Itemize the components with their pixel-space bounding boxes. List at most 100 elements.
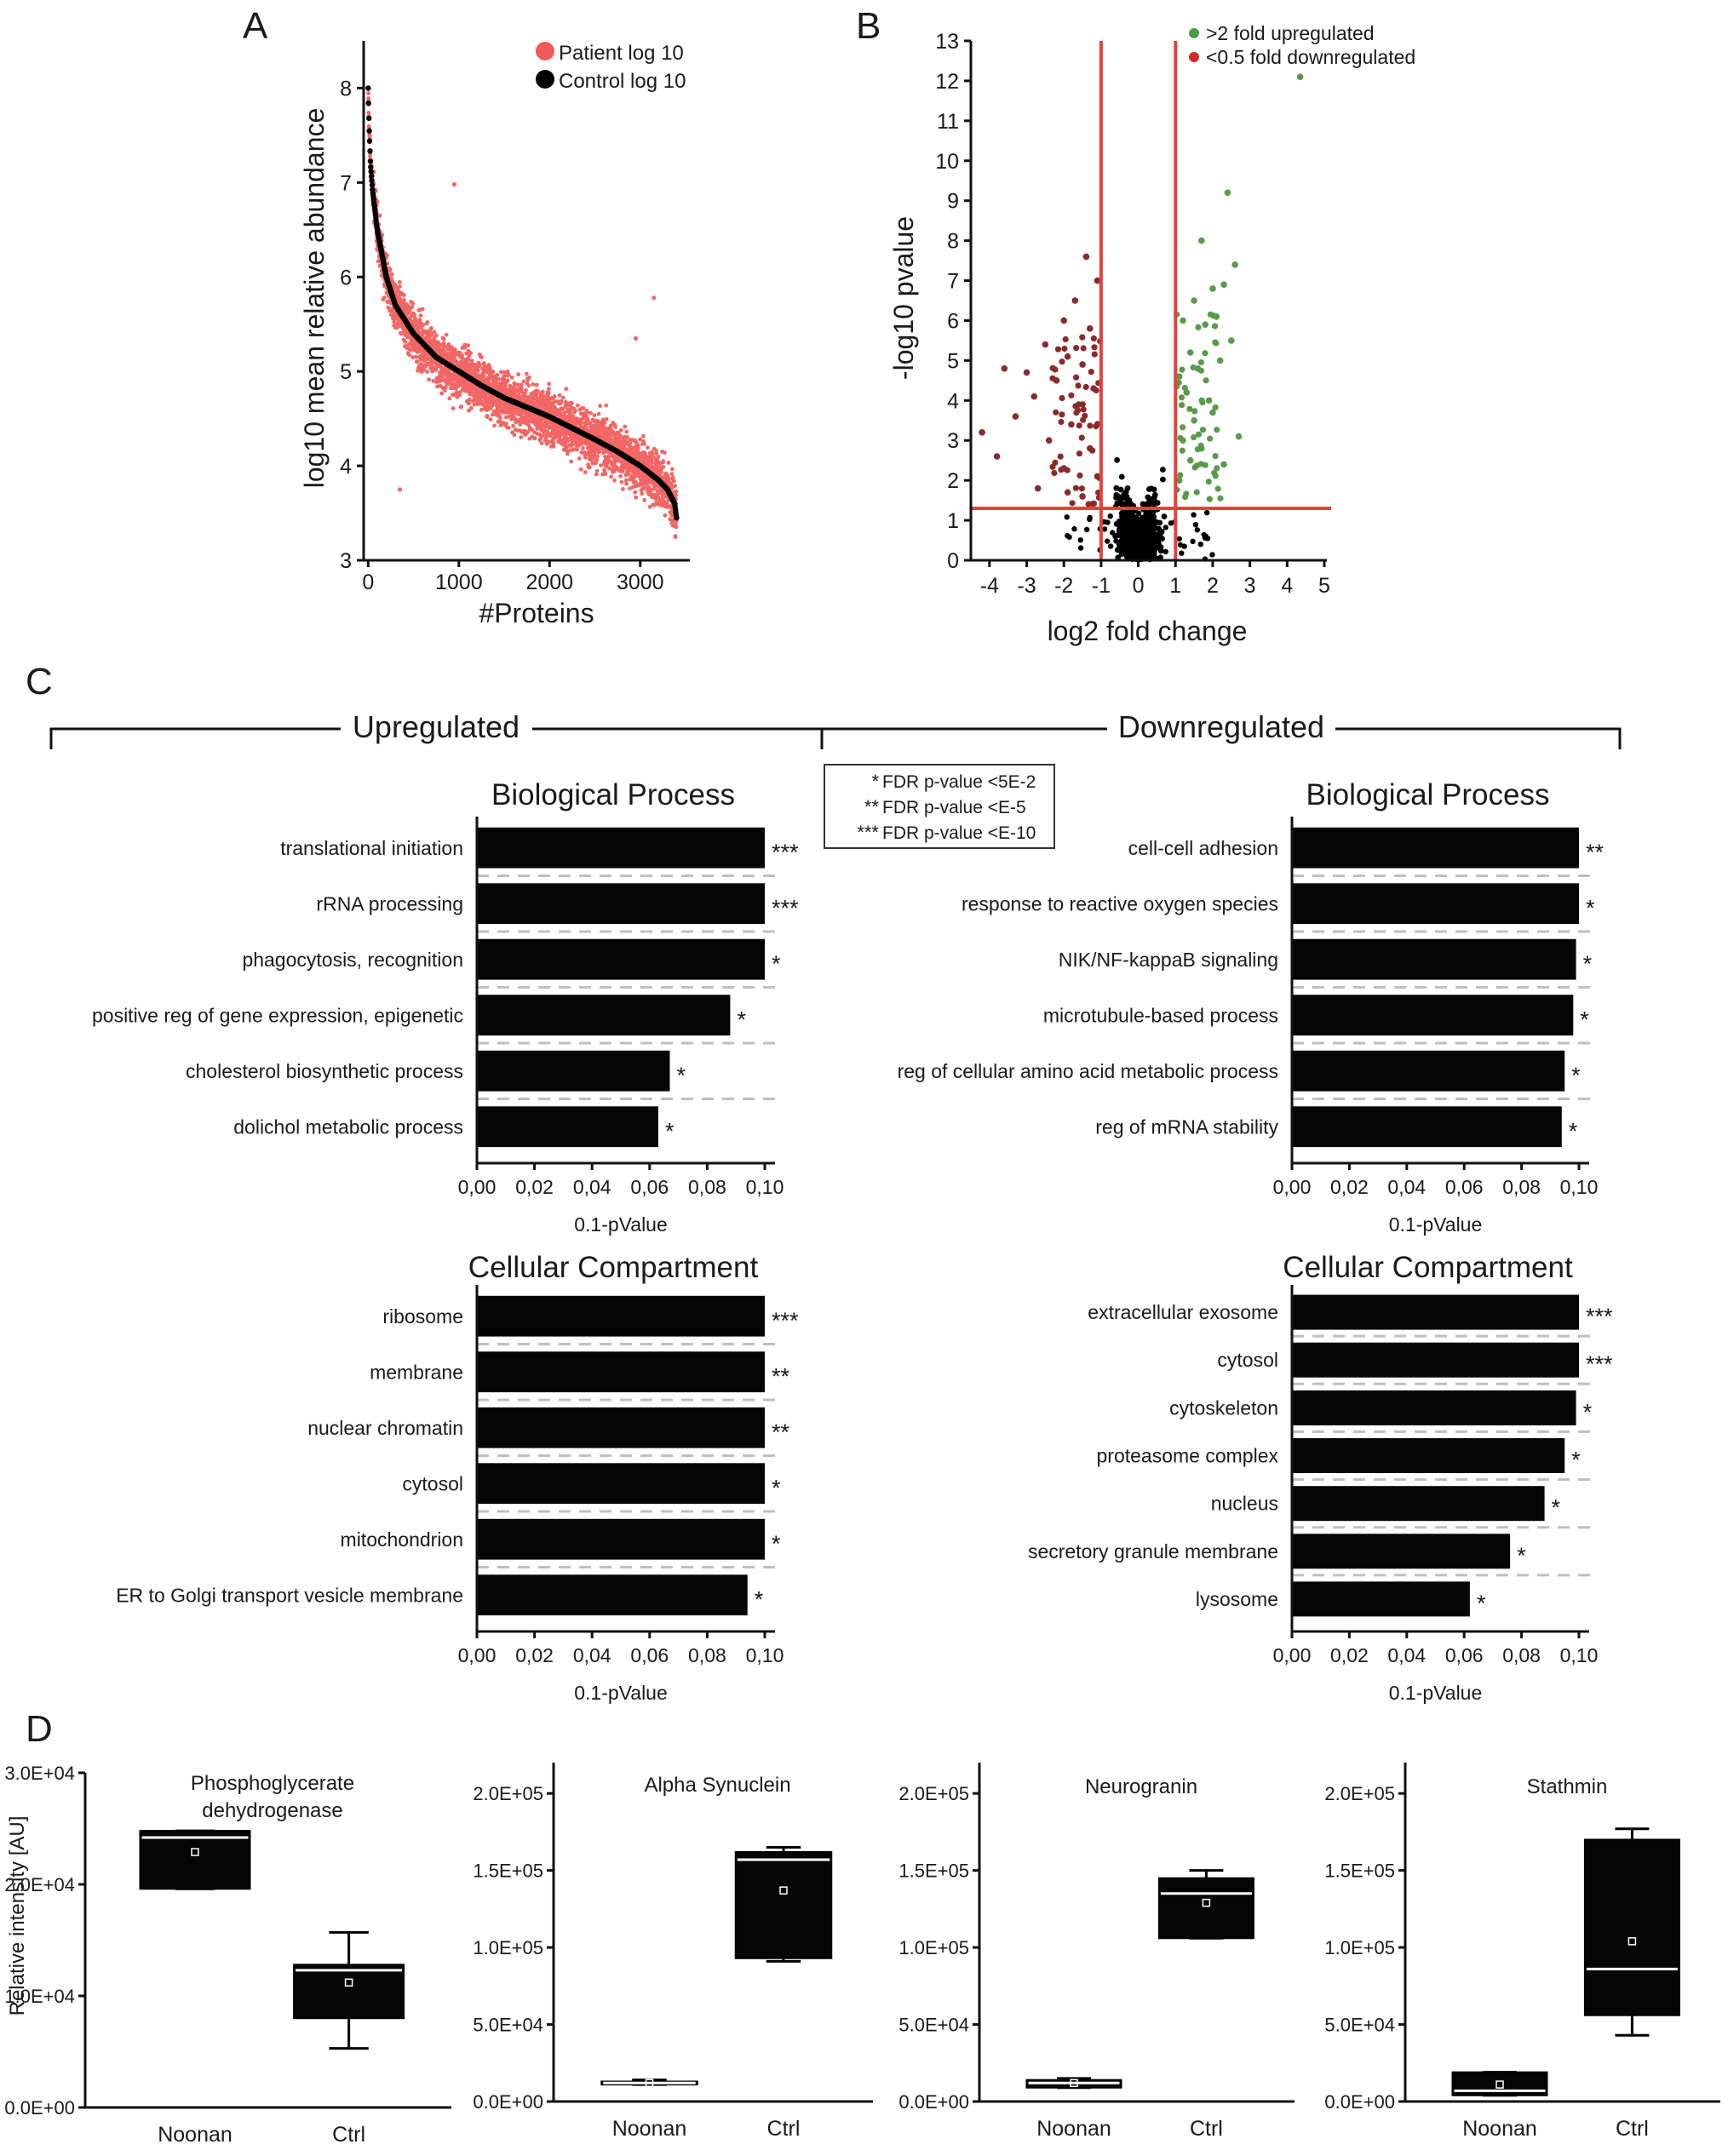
patient-point [487,365,492,370]
patient-point [422,368,427,372]
patient-point [429,326,433,330]
patient-point [565,439,571,444]
patient-point [367,124,371,129]
patient-point [433,368,439,372]
control-point [367,158,374,164]
patient-point [636,443,640,448]
patient-point [663,513,668,518]
patient-point [534,382,539,387]
patient-point [490,412,495,417]
patient-point [491,370,496,375]
patient-point [505,378,510,383]
patient-outlier-point [652,295,657,301]
patient-point [414,354,418,359]
patient-point [525,371,529,376]
patient-point [526,383,531,388]
patient-point [449,347,454,353]
patient-point [468,351,473,355]
patient-point [674,493,678,498]
patient-point [476,368,480,373]
patient-point [413,318,418,322]
patient-point [592,413,597,418]
patient-point [646,485,652,489]
patient-point [466,358,471,362]
patient-point [603,472,608,476]
patient-point [479,355,484,360]
patient-point [511,423,515,428]
patient-point [388,313,393,318]
panel-a-y-title: log10 mean relative abundance [299,108,330,489]
patient-point [477,394,481,399]
patient-point [531,382,536,387]
y-tick-label: 7 [340,171,352,195]
patient-point [661,464,666,469]
patient-outlier-point [451,181,457,187]
patient-point [524,387,528,393]
patient-point [633,490,638,495]
patient-point [497,416,502,421]
patient-point [573,408,577,413]
patient-point [619,479,624,485]
patient-point [389,276,394,281]
patient-point [596,411,601,416]
patient-point [434,333,439,338]
patient-point [640,491,645,496]
patient-point [472,402,477,407]
legend-label-control: Control log 10 [559,70,686,93]
patient-point [431,379,436,383]
y-tick-label: 3 [340,549,352,573]
patient-point [624,429,629,434]
patient-point [469,405,474,410]
patient-point [539,441,544,446]
patient-point [646,445,650,450]
patient-point [602,421,607,426]
patient-point [501,410,506,415]
patient-point [442,344,447,349]
patient-point [385,253,389,257]
patient-point [666,476,671,481]
patient-point [425,370,429,374]
patient-point [532,436,537,440]
patient-point [481,373,486,378]
patient-point [412,313,417,318]
patient-outlier-point [633,335,639,341]
patient-point [467,401,472,405]
patient-point [654,450,659,456]
patient-point [467,397,472,402]
patient-point [621,486,625,491]
patient-point [594,468,600,473]
patient-point [598,404,603,409]
patient-point [516,372,521,376]
patient-point [594,457,600,462]
patient-point [570,400,574,405]
control-point [367,148,373,154]
patient-point [421,323,426,328]
patient-point [427,377,431,382]
patient-point [671,475,675,480]
panel-a-legend: Patient log 10 Control log 10 [536,42,686,93]
patient-point [392,319,397,324]
patient-point [495,372,500,377]
y-tick-label: 8 [340,77,352,100]
patient-point [367,133,372,138]
patient-point [486,378,491,383]
patient-point [519,435,524,439]
patient-point [443,385,448,390]
legend-label-patient: Patient log 10 [559,42,684,65]
control-point [365,85,371,91]
patient-point [406,304,411,309]
patient-point [505,370,510,374]
nonsignificant-point [1114,456,1120,463]
patient-point [462,346,468,350]
patient-point [650,460,654,465]
patient-point [509,375,514,380]
patient-point [656,455,661,459]
patient-point [439,374,445,378]
patient-point [485,370,490,375]
patient-point [479,407,484,412]
patient-point [407,307,412,313]
patient-point [581,445,585,450]
